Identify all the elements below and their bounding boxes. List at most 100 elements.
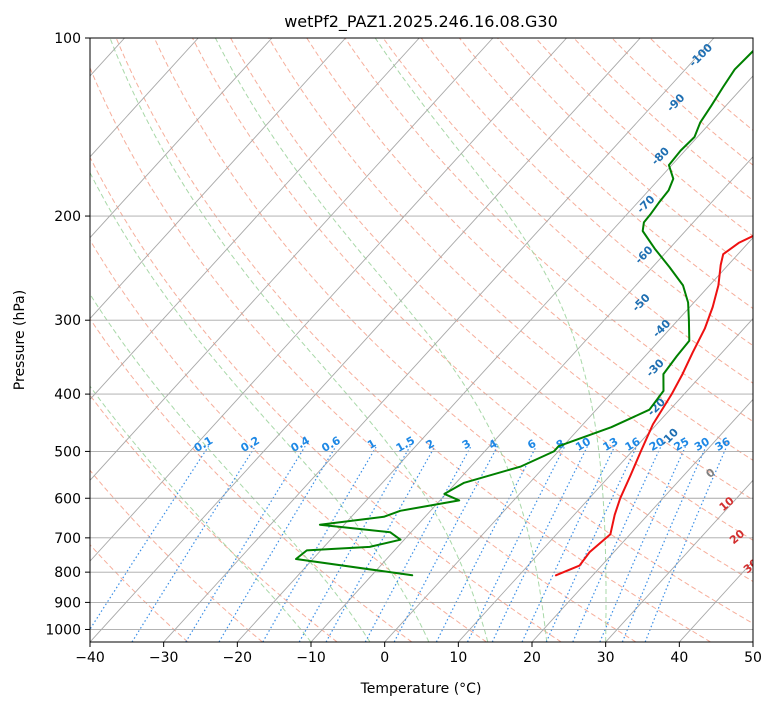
- x-tick-label: 50: [744, 650, 762, 666]
- isotherm-line: [90, 38, 641, 642]
- x-tick-label: −10: [296, 650, 326, 666]
- plot-frame: [89, 37, 754, 643]
- isotherm-line: [90, 38, 420, 401]
- dry-adiabat-label: 0: [703, 466, 717, 481]
- isotherm-line: [531, 398, 753, 642]
- mixing-ratio-line: [131, 445, 256, 642]
- y-axis-ticks: 100 200 300 400 500 600 700 800 900 1000: [45, 31, 90, 638]
- isotherm-line: [90, 38, 346, 320]
- isotherm-line: [679, 560, 753, 642]
- isotherm-line: [384, 237, 753, 642]
- y-tick-label: 600: [54, 491, 81, 507]
- mixing-ratio-line: [491, 445, 589, 642]
- mixing-ratio-line: [185, 445, 306, 642]
- moist-adiabat-line: [374, 38, 607, 642]
- dry-adiabat-label: 20: [727, 527, 747, 547]
- mixing-ratio-line: [90, 445, 210, 631]
- isotherm-line: [90, 38, 273, 239]
- mixing-ratio-line: [218, 445, 337, 642]
- dry-adiabat-line: [90, 66, 637, 642]
- x-tick-label: −20: [223, 650, 253, 666]
- isotherm-line: [90, 38, 567, 562]
- mixing-ratio-line: [298, 445, 411, 642]
- moist-adiabat-label: -70: [634, 193, 657, 216]
- mixing-ratio-label: 1: [365, 437, 378, 452]
- dry-adiabat-line: [153, 38, 753, 625]
- moist-adiabat-label: -100: [686, 41, 715, 70]
- y-tick-label: 400: [54, 387, 81, 403]
- dry-adiabat-line: [344, 38, 753, 423]
- x-tick-label: 0: [380, 650, 389, 666]
- dry-adiabat-label: 30: [741, 556, 761, 576]
- dry-adiabat-line: [90, 317, 413, 642]
- y-tick-label: 300: [54, 313, 81, 329]
- x-axis-ticks: −40 −30 −20 −10 0 10 20 30 40 50: [75, 642, 762, 666]
- isotherm-line: [163, 38, 715, 642]
- x-tick-label: 40: [670, 650, 688, 666]
- y-tick-label: 900: [54, 595, 81, 611]
- mixing-ratio-label: 36: [713, 435, 733, 454]
- mixing-ratio-label: 3: [460, 437, 473, 452]
- isotherm-line: [237, 75, 753, 642]
- x-tick-label: −40: [75, 650, 105, 666]
- isotherms: [90, 38, 753, 642]
- mixing-ratio-line: [599, 445, 687, 642]
- dry-adiabat-line: [459, 38, 753, 310]
- moist-adiabat-line: [90, 171, 430, 642]
- dry-adiabat-line: [90, 469, 263, 642]
- y-tick-label: 200: [54, 209, 81, 225]
- dry-adiabat-line: [90, 544, 189, 642]
- y-tick-label: 800: [54, 565, 81, 581]
- y-tick-label: 1000: [45, 622, 81, 638]
- moist-adiabat-line: [109, 38, 489, 642]
- chart-title: wetPf2_PAZ1.2025.246.16.08.G30: [284, 12, 558, 32]
- dry-adiabats: [90, 38, 753, 642]
- profile-series: [295, 49, 753, 577]
- isotherm-line: [90, 38, 199, 158]
- dry-adiabat-label: 40: [760, 584, 775, 604]
- dewpoint-profile-line: [295, 49, 753, 577]
- dry-adiabat-line: [230, 38, 753, 541]
- dry-adiabat-line: [115, 38, 711, 642]
- isotherm-line: [310, 156, 753, 642]
- temperature-profile-line: [554, 234, 753, 577]
- dry-adiabat-line: [611, 38, 753, 166]
- line-labels: 0.1 0.2 0.4 0.6 1 1.5 2 3 4 6 8 10 13 16 20 25 30 36-100-…: [192, 41, 775, 604]
- x-tick-label: 30: [597, 650, 615, 666]
- dry-adiabat-line: [382, 38, 753, 384]
- isotherm-line: [605, 479, 753, 642]
- dry-adiabat-line: [90, 156, 562, 642]
- mixing-ratio-line: [466, 445, 566, 642]
- mixing-ratio-line: [572, 445, 662, 642]
- mixing-ratio-line: [325, 445, 436, 642]
- y-tick-label: 100: [54, 31, 81, 47]
- moist-adiabats: [90, 38, 607, 642]
- x-tick-label: 10: [449, 650, 467, 666]
- plot-area: 0.1 0.2 0.4 0.6 1 1.5 2 3 4 6 8 10 13 16 20 25 30 36-100-…: [90, 38, 775, 642]
- dry-adiabat-line: [649, 38, 753, 131]
- dry-adiabat-line: [420, 38, 753, 347]
- isotherm-line: [752, 641, 753, 642]
- moist-adiabat-line: [90, 293, 371, 642]
- isobars: [90, 38, 753, 630]
- dry-adiabat-line: [306, 38, 753, 461]
- dry-adiabat-line: [192, 38, 753, 583]
- y-tick-label: 700: [54, 531, 81, 547]
- x-tick-label: 20: [523, 650, 541, 666]
- isotherm-line: [458, 317, 753, 642]
- y-tick-label: 500: [54, 444, 81, 460]
- mixing-ratio-label: 6: [525, 437, 538, 452]
- isotherm-line: [90, 38, 494, 481]
- mixing-ratio-lines: [90, 445, 728, 642]
- dry-adiabat-line: [90, 394, 338, 642]
- mixing-ratio-line: [435, 445, 537, 642]
- y-axis-label: Pressure (hPa): [12, 290, 28, 390]
- x-tick-label: −30: [149, 650, 179, 666]
- mixing-ratio-line: [621, 445, 707, 642]
- dry-adiabat-line: [268, 38, 753, 501]
- mixing-ratio-label: 16: [623, 435, 643, 454]
- dry-adiabat-label: 10: [717, 494, 737, 514]
- moist-adiabat-label: -90: [664, 91, 687, 114]
- dry-adiabat-line: [535, 38, 753, 237]
